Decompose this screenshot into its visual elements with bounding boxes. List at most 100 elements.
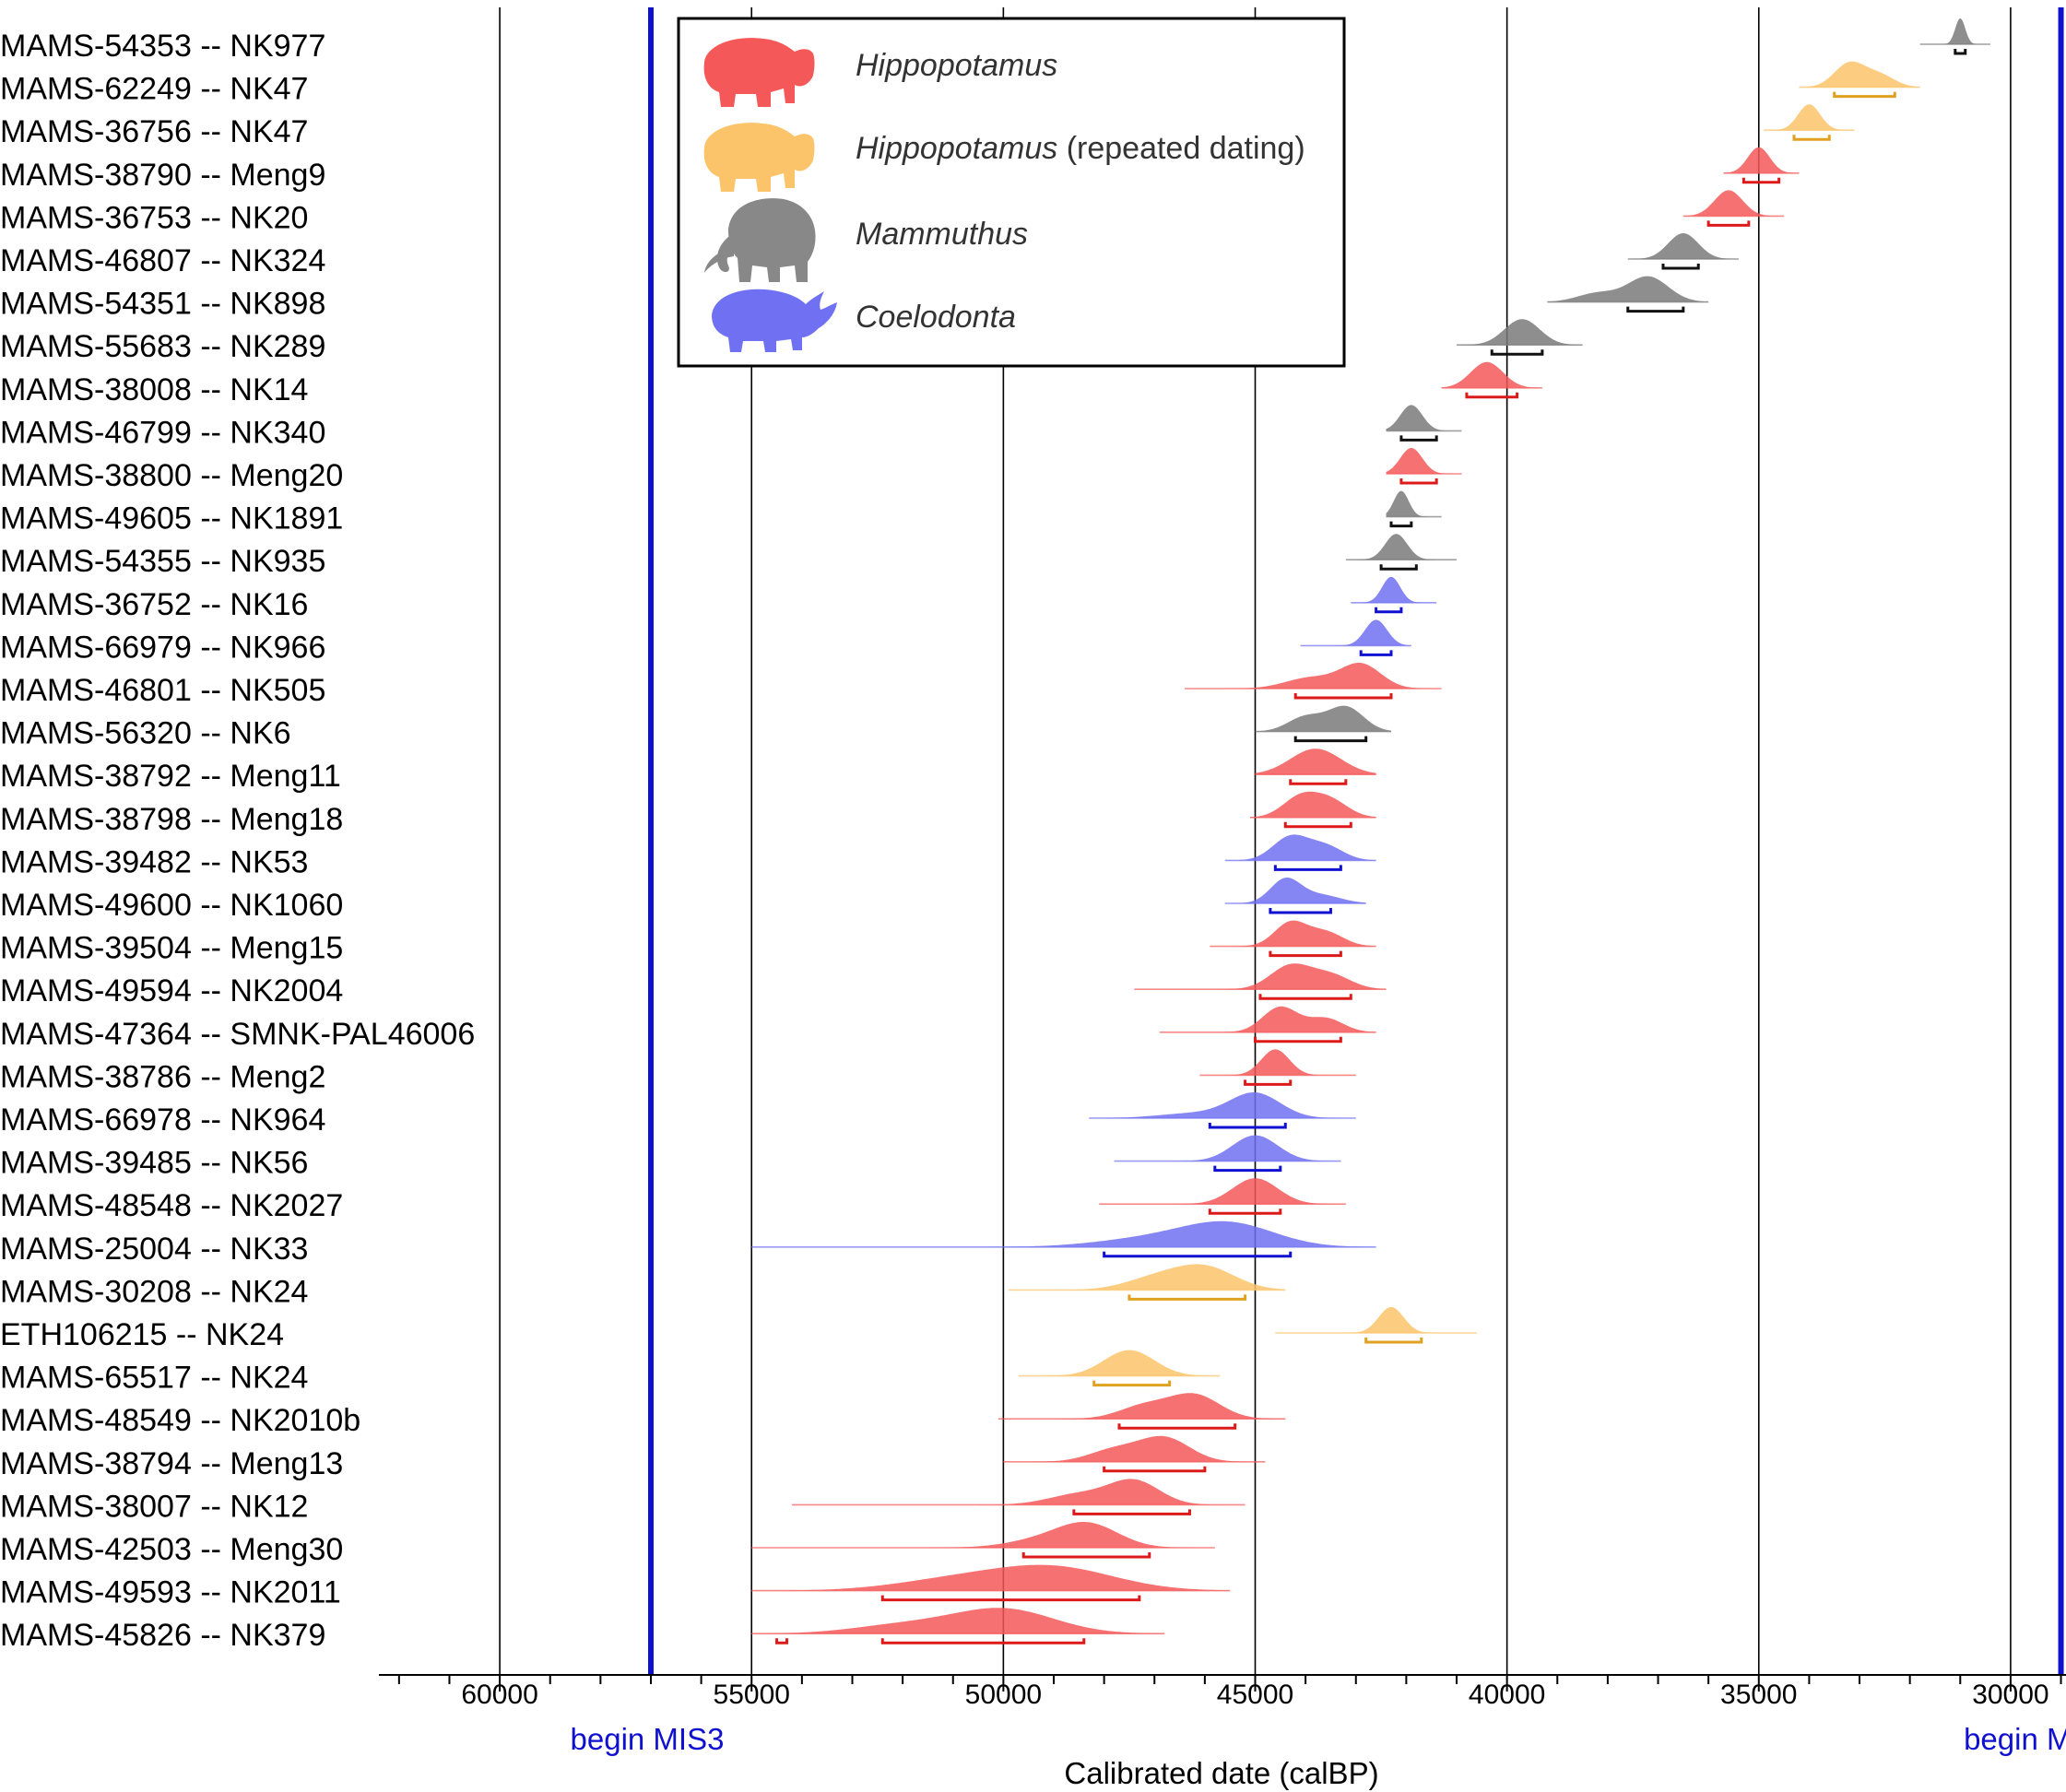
row-label: MAMS-45826 -- NK379 — [0, 1618, 325, 1653]
row-label: MAMS-36756 -- NK47 — [0, 114, 308, 149]
legend-hippo-repeated-icon — [703, 123, 815, 192]
sample-row — [751, 1564, 1231, 1602]
row-label: MAMS-54351 -- NK898 — [0, 287, 325, 322]
sample-row — [791, 1479, 1246, 1515]
posterior-density — [1099, 1178, 1346, 1205]
hpd-interval — [1379, 564, 1418, 571]
hpd-interval — [1208, 1208, 1282, 1215]
hpd-interval — [1244, 1079, 1293, 1086]
row-label: MAMS-49594 -- NK2004 — [0, 973, 343, 1008]
posterior-density — [1199, 1049, 1356, 1076]
hpd-interval — [1661, 264, 1700, 270]
row-label: MAMS-49593 -- NK2011 — [0, 1575, 341, 1610]
hpd-interval — [1389, 521, 1413, 528]
sample-row — [998, 1393, 1286, 1430]
sample-row — [1441, 361, 1542, 399]
posterior-density — [1114, 1135, 1341, 1161]
hpd-interval — [1399, 435, 1438, 442]
hpd-interval — [1833, 91, 1896, 99]
posterior-density — [1300, 619, 1411, 646]
row-label: MAMS-47364 -- SMNK-PAL46006 — [0, 1017, 475, 1052]
posterior-density — [751, 1608, 1165, 1634]
row-label: MAMS-42503 -- Meng30 — [0, 1532, 343, 1567]
row-label: MAMS-38786 -- Meng2 — [0, 1059, 325, 1094]
row-label: ETH106215 -- NK24 — [0, 1317, 284, 1352]
hpd-interval — [1293, 736, 1368, 743]
row-label: MAMS-48549 -- NK2010b — [0, 1403, 360, 1438]
sample-row — [1210, 920, 1376, 958]
posterior-density — [1224, 834, 1376, 861]
hpd-interval — [1269, 950, 1342, 958]
posterior-density — [751, 1220, 1376, 1247]
hpd-interval — [1021, 1552, 1151, 1559]
sample-row — [1003, 1435, 1266, 1473]
mis-reference-label: begin MIS2 — [1964, 1722, 2066, 1756]
sample-row — [751, 1608, 1165, 1645]
row-label: MAMS-46801 -- NK505 — [0, 673, 325, 708]
sample-row — [1682, 190, 1785, 227]
hpd-interval — [1273, 865, 1342, 871]
posterior-density — [1345, 534, 1457, 560]
posterior-density — [791, 1479, 1246, 1505]
hpd-interval — [1103, 1251, 1293, 1258]
row-label: MAMS-39504 -- Meng15 — [0, 931, 343, 966]
legend-mammoth-icon — [704, 198, 816, 282]
hpd-interval — [1792, 135, 1831, 141]
sample-row — [1627, 233, 1739, 270]
hpd-interval — [1706, 220, 1751, 227]
sample-row — [1386, 490, 1442, 528]
row-label: MAMS-65517 -- NK24 — [0, 1361, 308, 1396]
hpd-interval — [1103, 1466, 1207, 1473]
row-label: MAMS-38790 -- Meng9 — [0, 158, 325, 193]
sample-row — [1255, 705, 1391, 743]
row-label: MAMS-38008 -- NK14 — [0, 372, 308, 407]
hpd-interval — [1127, 1294, 1247, 1301]
sample-row — [1250, 791, 1376, 829]
row-label: MAMS-66979 -- NK966 — [0, 630, 325, 665]
posterior-density — [998, 1393, 1286, 1420]
sample-row — [1723, 147, 1800, 184]
sample-row — [1919, 18, 1991, 55]
hpd-interval — [1490, 349, 1544, 356]
x-tick-label: 50000 — [965, 1680, 1042, 1710]
sample-row — [751, 1220, 1376, 1258]
sample-distributions — [751, 18, 1991, 1645]
posterior-density — [1764, 104, 1855, 131]
sample-row — [751, 1522, 1215, 1559]
legend-rhino-icon — [712, 289, 837, 352]
x-tick-label: 55000 — [714, 1680, 790, 1710]
posterior-density — [1386, 405, 1462, 431]
sample-row — [1300, 619, 1411, 656]
hpd-interval — [1375, 607, 1403, 614]
sample-row — [1018, 1350, 1221, 1387]
legend-label-rhino: Coelodonta — [856, 300, 1016, 335]
sample-row — [1185, 663, 1442, 700]
x-tick-label: 35000 — [1720, 1680, 1797, 1710]
sample-row — [1386, 448, 1462, 485]
row-label: MAMS-55683 -- NK289 — [0, 329, 325, 364]
sample-row — [1224, 878, 1366, 914]
row-label: MAMS-46799 -- NK340 — [0, 415, 325, 450]
hpd-interval — [1072, 1509, 1191, 1515]
row-label: MAMS-39485 -- NK56 — [0, 1146, 308, 1181]
posterior-density — [1003, 1435, 1266, 1462]
posterior-density — [1386, 490, 1442, 517]
row-label: MAMS-38792 -- Meng11 — [0, 759, 341, 794]
row-label: MAMS-56320 -- NK6 — [0, 716, 291, 751]
reference-lines: begin MIS3 begin MIS2 — [571, 7, 2066, 1756]
posterior-density — [1275, 1307, 1477, 1333]
hpd-interval — [1283, 821, 1352, 829]
sample-row — [1275, 1307, 1477, 1344]
hpd-interval — [1258, 994, 1352, 1000]
sample-row — [1345, 534, 1458, 571]
sample-row — [1764, 104, 1855, 141]
sample-row — [1099, 1178, 1346, 1215]
row-label: MAMS-38800 -- Meng20 — [0, 458, 343, 493]
posterior-density — [1799, 61, 1920, 88]
row-label: MAMS-36752 -- NK16 — [0, 587, 308, 622]
posterior-density — [751, 1522, 1215, 1548]
row-label: MAMS-38798 -- Meng18 — [0, 802, 343, 837]
legend-label-mammoth: Mammuthus — [856, 217, 1028, 252]
posterior-density — [1008, 1264, 1286, 1291]
